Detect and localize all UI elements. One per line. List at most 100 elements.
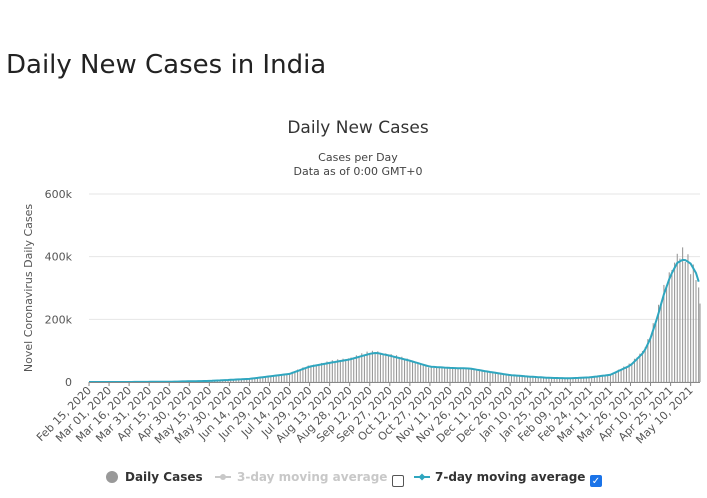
daily-cases-bar <box>601 375 603 382</box>
daily-cases-bar <box>334 362 336 382</box>
daily-cases-bar <box>676 253 678 382</box>
daily-cases-bar <box>545 377 547 382</box>
daily-cases-bar <box>417 363 419 382</box>
daily-cases-bar <box>398 358 400 382</box>
line-marker-icon <box>215 474 231 480</box>
daily-cases-bar <box>593 376 595 382</box>
daily-cases-bar <box>339 360 341 382</box>
daily-cases-bar <box>310 365 312 382</box>
daily-cases-bar <box>652 323 654 382</box>
y-tick-label: 200k <box>45 313 73 326</box>
daily-cases-bar <box>235 379 237 382</box>
daily-cases-bar <box>559 377 561 382</box>
daily-cases-bar <box>668 272 670 382</box>
daily-cases-bar <box>438 367 440 382</box>
daily-cases-bar <box>460 367 462 382</box>
daily-cases-bar <box>692 264 694 382</box>
daily-cases-bar <box>532 377 534 382</box>
daily-cases-bar <box>615 372 617 382</box>
line-marker-icon <box>414 473 430 481</box>
daily-cases-bar <box>695 280 697 382</box>
circle-icon <box>106 471 118 483</box>
7-day-average-checkbox[interactable]: ✓ <box>590 475 602 487</box>
daily-cases-bar <box>607 374 609 382</box>
daily-cases-bar <box>315 364 317 382</box>
daily-cases-bar <box>655 321 657 382</box>
daily-cases-bar <box>403 359 406 382</box>
daily-cases-bar <box>684 261 686 382</box>
daily-cases-bar <box>481 370 483 382</box>
daily-cases-bar <box>278 374 280 382</box>
daily-cases-bar <box>256 377 259 382</box>
daily-cases-bar <box>551 378 553 382</box>
daily-cases-bar <box>580 377 582 382</box>
daily-cases-bar <box>230 379 232 382</box>
legend-label: Daily Cases <box>125 470 203 484</box>
daily-cases-bar <box>663 284 665 382</box>
daily-cases-bar <box>583 377 585 382</box>
daily-cases-bar <box>478 370 480 382</box>
daily-cases-bar <box>422 365 424 382</box>
daily-cases-bar <box>329 363 331 382</box>
daily-cases-bar <box>425 364 427 382</box>
daily-cases-bar <box>625 366 628 382</box>
daily-cases-bar <box>535 376 537 382</box>
daily-cases-bar <box>297 369 299 382</box>
daily-cases-bar <box>628 363 630 382</box>
daily-cases-bar <box>374 352 376 382</box>
daily-cases-bar <box>350 357 352 382</box>
daily-cases-bar <box>620 369 622 382</box>
daily-cases-bar <box>671 270 673 382</box>
daily-cases-bar <box>248 378 250 382</box>
daily-cases-bar <box>275 375 277 382</box>
daily-cases-bar <box>553 377 555 382</box>
daily-cases-bar <box>505 374 507 382</box>
3-day-average-checkbox[interactable] <box>392 475 404 487</box>
daily-cases-bar <box>318 364 320 382</box>
daily-cases-bar <box>345 359 347 382</box>
chart-subtitle: Cases per Day <box>318 151 398 164</box>
daily-cases-bar <box>428 367 430 382</box>
daily-cases-bar <box>259 377 261 382</box>
daily-cases-bar <box>377 351 379 382</box>
daily-cases-bar <box>617 369 619 382</box>
daily-cases-bar <box>291 371 293 382</box>
daily-cases-bar <box>572 378 574 382</box>
daily-cases-bar <box>251 378 253 382</box>
y-tick-label: 600k <box>45 188 73 201</box>
daily-cases-bar <box>382 353 384 382</box>
daily-cases-bar <box>379 352 382 382</box>
daily-cases-bar <box>441 367 443 382</box>
daily-cases-bar <box>409 360 411 382</box>
daily-cases-bar <box>286 373 288 382</box>
daily-cases-bar <box>246 378 248 382</box>
daily-cases-bar <box>353 357 355 382</box>
chart-title: Daily New Cases <box>287 118 429 138</box>
y-tick-label: 0 <box>65 376 72 389</box>
daily-cases-bar <box>347 358 349 382</box>
daily-cases-bar <box>262 376 264 382</box>
daily-cases-bar <box>623 366 625 382</box>
daily-cases-bar <box>313 364 315 382</box>
daily-cases-bar <box>401 356 403 382</box>
daily-cases-bar <box>489 371 491 382</box>
daily-cases-bar <box>604 374 606 382</box>
daily-cases-bar <box>342 358 344 382</box>
daily-cases-bar <box>283 373 285 382</box>
legend: Daily Cases 3-day moving average 7-day m… <box>0 470 707 490</box>
daily-cases-bar <box>666 286 668 382</box>
daily-cases-bar <box>567 378 569 382</box>
legend-item-3-day-average[interactable]: 3-day moving average <box>215 470 387 484</box>
daily-cases-bar <box>658 304 660 382</box>
daily-cases-bar <box>543 377 545 382</box>
daily-cases-bar <box>510 375 513 382</box>
line-series <box>89 258 700 383</box>
y-axis-label: Novel Coronavirus Daily Cases <box>22 204 35 372</box>
daily-cases-bar <box>267 375 269 382</box>
daily-cases-bar <box>414 361 416 382</box>
legend-item-7-day-average[interactable]: 7-day moving average <box>414 470 585 484</box>
daily-cases-bar <box>513 375 515 382</box>
daily-cases-bar <box>393 357 395 382</box>
legend-item-daily-cases[interactable]: Daily Cases <box>106 470 203 484</box>
